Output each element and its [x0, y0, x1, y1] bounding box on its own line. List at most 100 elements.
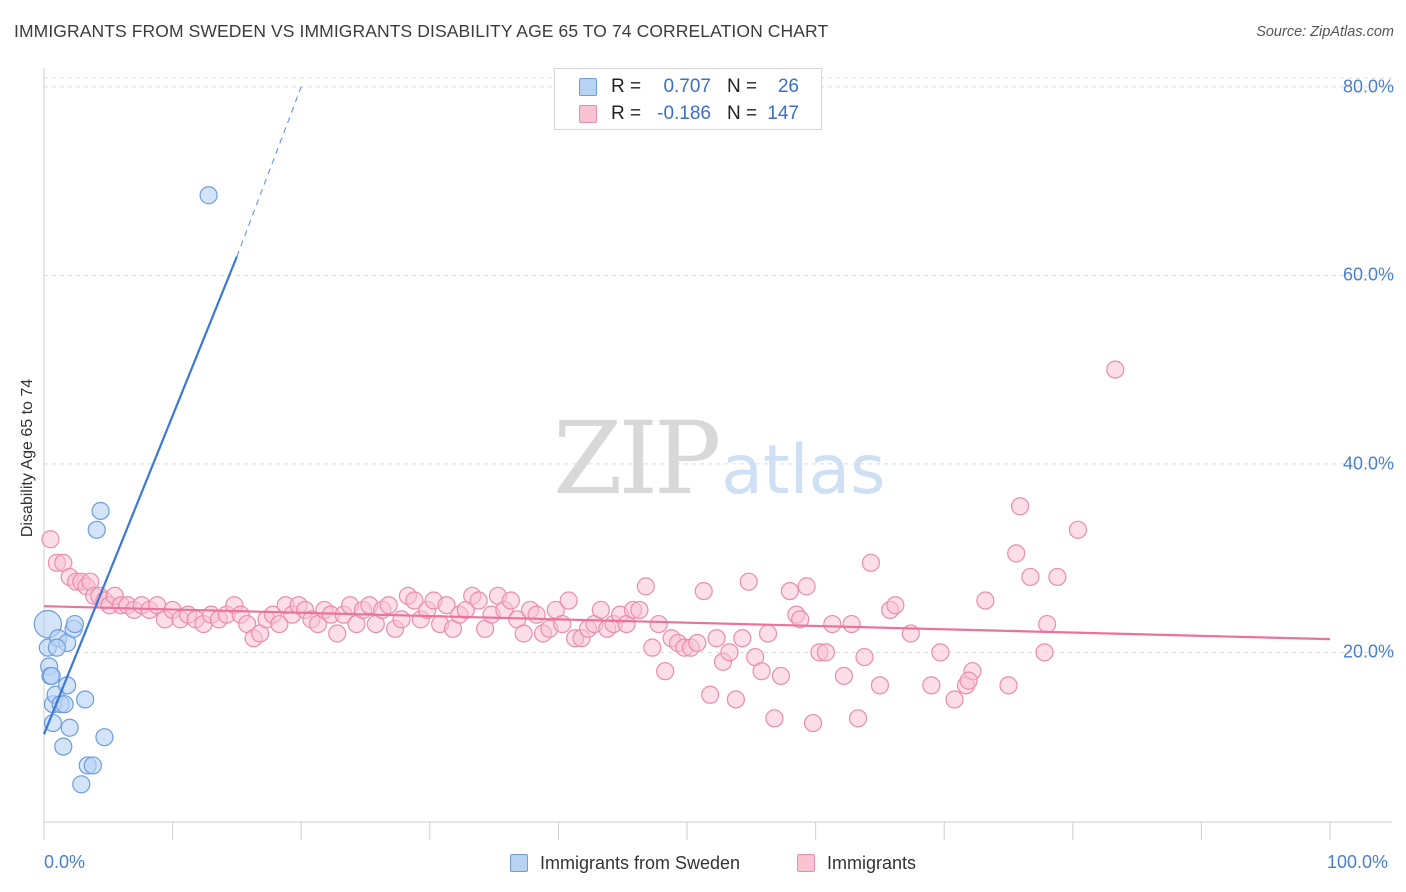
data-point-sweden	[87, 520, 106, 539]
data-point-immigrants	[780, 581, 799, 601]
data-point-immigrants	[726, 690, 745, 709]
legend-r-value: 0.707	[663, 76, 711, 97]
trendline-sweden-extension	[236, 86, 302, 257]
trendline-sweden	[42, 256, 238, 735]
data-point-sweden	[95, 728, 114, 747]
data-point-immigrants	[1048, 567, 1067, 587]
data-point-immigrants	[1035, 643, 1054, 662]
legend-n-value: 147	[767, 103, 799, 124]
y-tick-label: 40.0%	[1342, 453, 1394, 474]
legend-n-label: N =	[727, 76, 758, 97]
y-tick-label: 60.0%	[1342, 264, 1394, 285]
correlation-legend: R = 0.707 N = 26 R = -0.186 N = 147	[554, 68, 822, 130]
data-point-immigrants	[270, 614, 289, 634]
series-legend-label-immigrants: Immigrants	[827, 853, 917, 873]
y-tick-label: 80.0%	[1342, 76, 1394, 97]
x-tick-label-min: 0.0%	[44, 852, 86, 872]
data-point-immigrants	[758, 624, 778, 643]
data-point-immigrants	[501, 591, 520, 610]
data-point-immigrants	[803, 713, 823, 733]
data-point-sweden	[199, 186, 218, 205]
legend-r-value: -0.186	[657, 103, 711, 124]
x-tick-label-max: 100.0%	[1327, 852, 1389, 872]
data-point-sweden	[76, 690, 95, 709]
data-point-immigrants	[739, 572, 758, 591]
series-legend: Immigrants from Sweden Immigrants	[0, 852, 1406, 878]
data-point-immigrants	[791, 610, 810, 629]
data-point-sweden	[83, 756, 102, 775]
data-point-immigrants	[720, 643, 739, 662]
data-point-immigrants	[976, 591, 995, 610]
data-point-immigrants	[649, 614, 668, 634]
legend-row-immigrants: R = -0.186 N = 147	[555, 100, 821, 128]
data-point-sweden	[72, 775, 91, 794]
data-point-immigrants	[733, 629, 752, 648]
data-point-immigrants	[656, 662, 675, 681]
data-point-immigrants	[514, 624, 533, 643]
data-point-immigrants	[1021, 567, 1040, 587]
data-point-immigrants	[752, 662, 771, 681]
data-point-immigrants	[870, 676, 890, 695]
data-point-immigrants	[1106, 360, 1125, 379]
data-point-immigrants	[469, 591, 488, 610]
data-point-immigrants	[765, 709, 784, 728]
series-legend-swatch-sweden	[510, 854, 528, 872]
data-point-immigrants	[945, 690, 964, 709]
data-point-immigrants	[405, 591, 424, 610]
data-point-sweden	[91, 501, 110, 521]
chart-title: IMMIGRANTS FROM SWEDEN VS IMMIGRANTS DIS…	[14, 21, 829, 41]
data-point-immigrants	[861, 553, 880, 572]
data-point-immigrants	[379, 596, 398, 615]
data-point-immigrants	[630, 600, 649, 620]
legend-n-label: N =	[727, 103, 758, 124]
legend-n-value: 26	[777, 76, 799, 97]
data-point-immigrants	[771, 666, 790, 686]
data-point-immigrants	[848, 709, 868, 728]
data-point-immigrants	[834, 666, 853, 686]
data-point-immigrants	[931, 643, 950, 662]
data-point-immigrants	[559, 591, 578, 610]
data-point-immigrants	[1007, 544, 1026, 563]
data-point-immigrants	[959, 671, 978, 690]
y-tick-label: 20.0%	[1342, 641, 1394, 662]
data-point-sweden	[42, 666, 61, 686]
data-point-immigrants	[797, 577, 816, 596]
data-point-immigrants	[41, 530, 60, 549]
chart-source: Source: ZipAtlas.com	[1256, 24, 1394, 40]
data-point-sweden	[47, 638, 66, 657]
data-point-immigrants	[1068, 520, 1088, 539]
data-point-immigrants	[591, 600, 610, 620]
data-point-immigrants	[553, 614, 572, 634]
trendline-immigrants	[43, 605, 1331, 641]
legend-row-sweden: R = 0.707 N = 26	[555, 73, 821, 101]
data-point-sweden	[54, 737, 73, 756]
data-point-immigrants	[392, 610, 411, 629]
data-point-immigrants	[1010, 497, 1030, 516]
data-point-immigrants	[694, 581, 713, 601]
data-point-immigrants	[922, 676, 941, 695]
data-point-immigrants	[701, 685, 720, 704]
data-point-immigrants	[707, 629, 726, 648]
data-point-immigrants	[1037, 614, 1057, 634]
data-point-immigrants	[636, 577, 655, 596]
data-point-immigrants	[437, 596, 456, 615]
data-point-immigrants	[823, 614, 842, 634]
legend-swatch-sweden	[579, 78, 597, 96]
series-legend-swatch-immigrants	[797, 854, 815, 872]
legend-r-label: R =	[611, 103, 642, 124]
legend-swatch-immigrants	[579, 105, 597, 123]
data-point-immigrants	[328, 624, 347, 643]
data-point-sweden	[65, 614, 84, 634]
legend-r-label: R =	[611, 76, 642, 97]
series-legend-label-sweden: Immigrants from Sweden	[540, 853, 741, 873]
data-point-immigrants	[886, 596, 905, 615]
data-point-immigrants	[643, 638, 662, 657]
y-axis-label: Disability Age 65 to 74	[19, 378, 36, 538]
data-point-immigrants	[842, 614, 861, 634]
data-point-immigrants	[527, 605, 546, 624]
data-point-immigrants	[855, 647, 874, 667]
data-point-immigrants	[688, 633, 707, 653]
data-point-immigrants	[999, 676, 1018, 695]
data-point-immigrants	[816, 643, 835, 662]
